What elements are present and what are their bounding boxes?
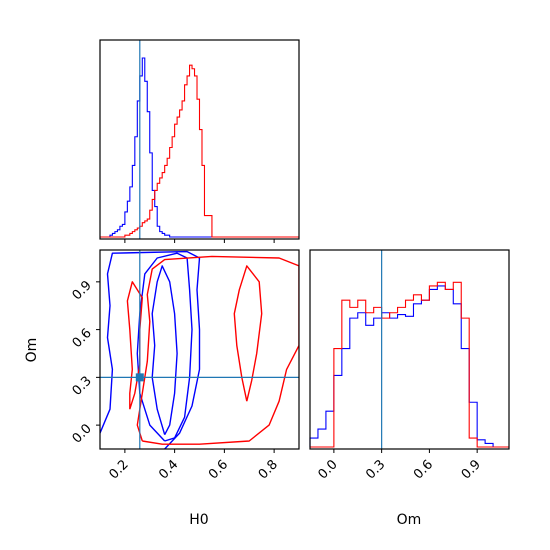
contour-xtick-label-2: 0.6 (206, 457, 231, 482)
om-xtick-label-3: 0.9 (459, 457, 484, 482)
x-axis-label-h0: H0 (189, 512, 208, 528)
contour-xtick-label-0: 0.2 (106, 457, 131, 482)
contour-ytick-label-0: 0.0 (70, 421, 95, 446)
contour-series-0-level-2 (100, 250, 201, 449)
contour-xtick-label-1: 0.4 (156, 457, 181, 482)
y-axis-label-om: Om (24, 338, 40, 363)
contour-frame (99, 249, 300, 450)
om-histogram-series-1 (310, 281, 509, 448)
h0-histogram-series-1 (100, 64, 299, 238)
contour-series-0-level-0 (151, 265, 178, 436)
contour-ytick-label-2: 0.6 (70, 326, 95, 351)
contour-series-1-level-1 (233, 265, 263, 402)
om-histogram-series-0 (309, 285, 509, 448)
om-xtick-label-1: 0.3 (363, 457, 388, 482)
contour-ytick-label-1: 0.3 (70, 374, 95, 399)
contour-xtick-label-3: 0.8 (256, 457, 281, 482)
truth-marker (135, 373, 144, 382)
om-xtick-label-0: 0.0 (315, 457, 340, 482)
contour-series-1-level-2 (136, 255, 299, 445)
h0-histogram-series-0 (100, 57, 299, 238)
h0-marginal-frame (99, 39, 300, 240)
contour-ytick-label-3: 0.9 (70, 278, 95, 303)
h0-om-contour-panel: 0.2 0.4 0.6 0.8 0.0 0.3 0.6 0.9 (70, 249, 300, 482)
om-xtick-label-2: 0.6 (411, 457, 436, 482)
h0-marginal-panel (99, 39, 300, 243)
contour-lines (100, 250, 299, 449)
om-marginal-frame (309, 249, 510, 450)
x-axis-label-om: Om (397, 512, 422, 528)
om-marginal-panel: 0.0 0.3 0.6 0.9 (309, 249, 510, 482)
contour-series-0-level-1 (136, 252, 193, 442)
